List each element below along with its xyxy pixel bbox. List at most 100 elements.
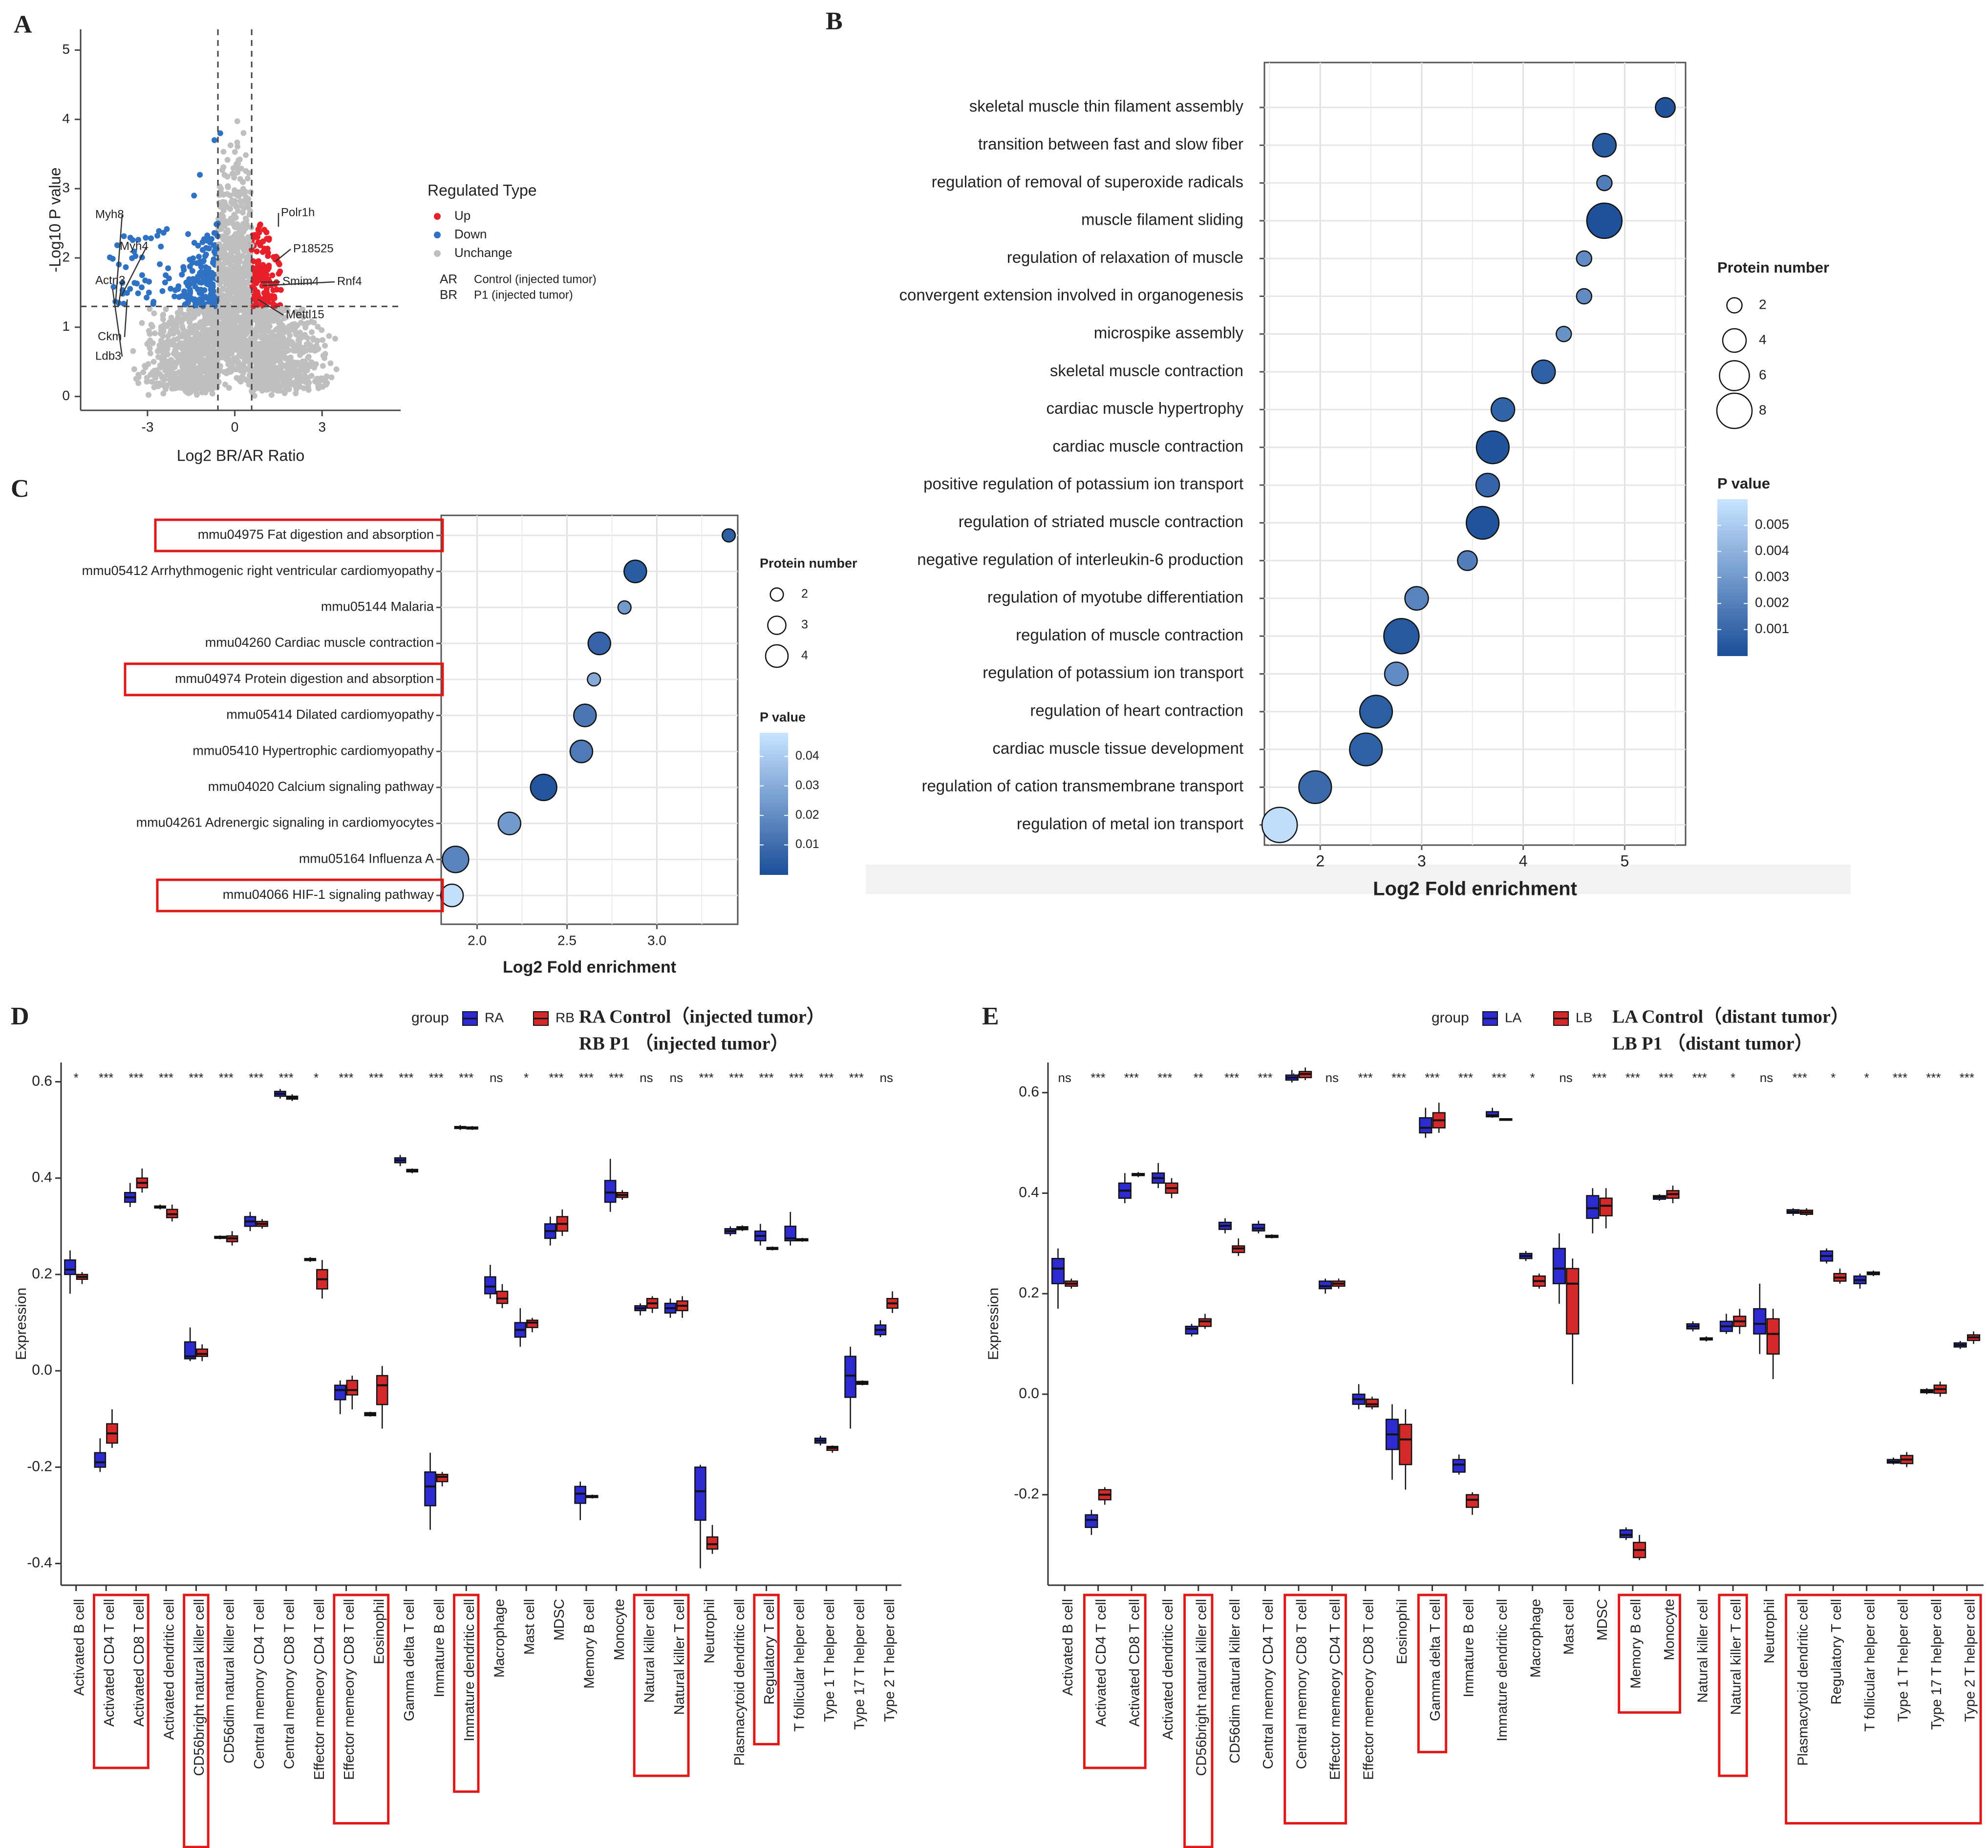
volcano-point	[296, 312, 302, 318]
box-rarb-sig-label: ***	[579, 1070, 594, 1085]
box-lalb-cell-label: Immature dendritic cell	[1495, 1599, 1510, 1742]
volcano-point	[201, 310, 207, 317]
kegg-colorbar-segment	[760, 789, 788, 794]
volcano-point	[164, 382, 170, 389]
box-lalb-sig-label: ***	[1157, 1070, 1172, 1085]
volcano-point-down	[132, 253, 139, 259]
kegg-bubble	[569, 739, 594, 764]
volcano-point	[162, 349, 168, 355]
go-bubble	[1655, 97, 1676, 118]
volcano-point	[222, 343, 229, 350]
box-rarb-cell-label: Immature B cell	[432, 1599, 448, 1697]
volcano-point	[171, 293, 178, 299]
box-lalb-cell-label: Central memory CD8 T cell	[1294, 1599, 1310, 1769]
kegg-colorbar-segment	[760, 871, 788, 875]
box-lalb-y-label: Expression	[985, 1288, 1002, 1360]
volcano-point-down	[166, 275, 172, 281]
box-rarb-legend-title: group	[411, 1010, 449, 1026]
go-color-legend-title: P value	[1717, 475, 1770, 492]
go-term-label: regulation of muscle contraction	[1016, 626, 1243, 644]
volcano-point-down	[123, 264, 129, 270]
box-rarb-sig-label: ***	[849, 1070, 864, 1085]
volcano-point-down	[195, 297, 201, 303]
volcano-point	[305, 364, 311, 371]
volcano-point	[229, 340, 235, 346]
go-colorbar-segment	[1717, 601, 1748, 605]
box-rarb-y-tick-label: 0.2	[32, 1266, 52, 1282]
volcano-point	[239, 210, 246, 216]
box-rarb-y-tick-label: -0.2	[27, 1458, 52, 1474]
box-rarb-sig-label: ***	[369, 1070, 384, 1085]
go-bubble	[1596, 174, 1613, 191]
kegg-colorbar-segment	[760, 832, 788, 836]
volcano-point	[209, 319, 215, 325]
volcano-point-down	[209, 236, 215, 242]
volcano-point	[254, 349, 260, 356]
volcano-point	[292, 366, 298, 372]
volcano-group-desc: Control (injected tumor)	[474, 273, 597, 286]
go-x-tick-label: 5	[1620, 852, 1629, 870]
box-rarb-box	[574, 1486, 587, 1504]
volcano-x-tick-label: -3	[142, 419, 154, 434]
volcano-y-tick-label: 2	[62, 249, 70, 264]
volcano-point-down	[131, 280, 138, 286]
volcano-point	[307, 342, 314, 348]
kegg-size-legend-label: 3	[801, 618, 808, 632]
volcano-point	[246, 382, 252, 388]
box-lalb-box	[1753, 1308, 1767, 1335]
volcano-y-label: -Log10 P value	[46, 168, 64, 273]
box-rarb-sig-label: ***	[819, 1070, 834, 1085]
box-rarb-cell-label: Neutrophil	[702, 1599, 717, 1663]
volcano-point	[199, 239, 206, 245]
panel-letter-a: A	[14, 11, 32, 39]
volcano-point	[257, 321, 264, 328]
volcano-point	[250, 379, 257, 385]
volcano-y-tick-label: 4	[62, 111, 70, 126]
box-rarb-box	[184, 1341, 196, 1359]
kegg-bubble	[587, 672, 601, 687]
box-lalb-sig-label: ***	[1960, 1070, 1974, 1085]
box-lalb-cell-label: MDSC	[1595, 1599, 1610, 1640]
box-rarb-highlight-box	[333, 1593, 390, 1825]
volcano-point	[245, 354, 251, 360]
box-rarb-box	[94, 1452, 107, 1468]
volcano-point	[242, 215, 249, 222]
volcano-point	[168, 321, 174, 327]
box-rarb-cell-label: Effector memeory CD8 T cell	[342, 1599, 357, 1780]
box-lalb-sig-label: ***	[1926, 1070, 1941, 1085]
box-lalb-cell-label: CD56dim natural killer cell	[1227, 1599, 1243, 1763]
kegg-term-label: mmu04066 HIF-1 signaling pathway	[223, 887, 434, 902]
volcano-point	[297, 383, 303, 390]
box-rarb-cell-label: Macrophage	[492, 1599, 507, 1678]
volcano-point	[158, 354, 165, 361]
volcano-point	[176, 369, 182, 375]
go-bubble	[1261, 807, 1298, 843]
box-rarb-sig-label: ***	[429, 1070, 444, 1085]
volcano-point	[193, 351, 200, 357]
kegg-colorbar-segment	[760, 786, 788, 790]
volcano-point	[192, 330, 198, 337]
box-rarb-box	[844, 1356, 856, 1398]
volcano-point	[266, 366, 272, 372]
volcano-point	[277, 366, 283, 373]
box-lalb-sig-label: ***	[1458, 1070, 1473, 1085]
volcano-point	[179, 316, 185, 322]
volcano-point	[239, 284, 246, 290]
kegg-bubble	[587, 631, 611, 656]
go-bubble	[1404, 586, 1429, 611]
volcano-point	[205, 327, 211, 333]
go-colorbar-segment	[1717, 558, 1748, 562]
box-lalb-sig-label: ns	[1058, 1070, 1071, 1085]
volcano-point-up	[262, 273, 269, 279]
volcano-point-down	[191, 240, 197, 246]
volcano-point	[299, 363, 305, 370]
volcano-point	[277, 268, 283, 275]
box-lalb-cell-label: Activated CD4 T cell	[1093, 1599, 1109, 1727]
go-term-label: regulation of heart contraction	[1030, 701, 1243, 720]
volcano-point	[240, 240, 247, 247]
volcano-point	[235, 329, 241, 336]
volcano-point-down	[181, 288, 188, 295]
volcano-point-label: Smim4	[282, 275, 319, 288]
go-x-tick-label: 2	[1316, 852, 1325, 870]
volcano-point	[217, 363, 223, 369]
